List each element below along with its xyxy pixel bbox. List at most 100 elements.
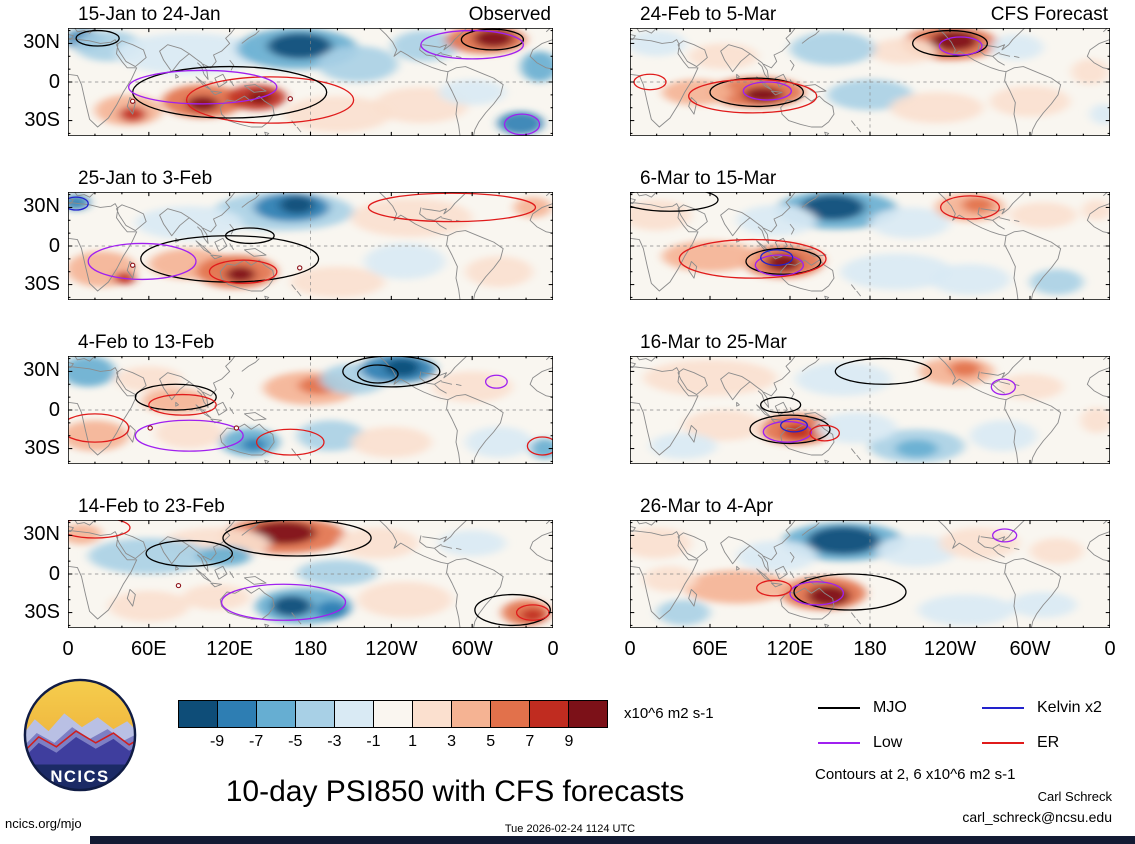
map-panel-7: 16-Mar to 25-Mar <box>630 330 1110 464</box>
panel-header: 25-Jan to 3-Feb <box>68 166 553 191</box>
colorbar-segment <box>530 701 569 727</box>
colorbar-tick-label: -9 <box>209 733 225 750</box>
x-tick-label: 60W <box>451 638 493 660</box>
colorbar-tick-label: -1 <box>366 733 381 750</box>
x-tick-label: 60W <box>1009 638 1051 660</box>
x-tick-label: 0 <box>1104 638 1116 660</box>
colorbar-tick-label: 1 <box>408 733 417 750</box>
y-tick-label: 30S <box>24 109 60 131</box>
colorbar-tick-label: 9 <box>564 733 574 750</box>
colorbar-tick-label: 7 <box>525 733 535 750</box>
panel-corner-label: CFS Forecast <box>990 4 1108 25</box>
author-email: carl_schreck@ncsu.edu <box>962 809 1112 825</box>
map-box <box>630 520 1110 628</box>
x-tick-label: 0 <box>547 638 559 660</box>
anomaly-map <box>68 356 553 464</box>
er-line-swatch <box>982 741 1024 745</box>
x-tick-label: 60E <box>131 638 167 660</box>
map-panel-3: 4-Feb to 13-Feb 30N 0 30S <box>23 330 553 464</box>
panel-header: 4-Feb to 13-Feb <box>68 330 553 355</box>
colorbar-tick-label: 3 <box>447 733 457 750</box>
legend-label-er: ER <box>1037 734 1060 751</box>
x-tick-label: 180 <box>293 638 328 660</box>
y-tick-label: 30N <box>23 195 60 217</box>
low-line-swatch <box>818 741 860 745</box>
mjo-line-swatch <box>818 706 860 710</box>
plot-title: 10-day PSI850 with CFS forecasts <box>225 775 685 808</box>
anomaly-map <box>68 520 553 628</box>
legend-item-kelvin: Kelvin x2 <box>982 699 1102 717</box>
y-tick-label: 30N <box>23 359 60 381</box>
map-box <box>630 356 1110 464</box>
y-tick-label: 30N <box>23 523 60 545</box>
x-tick-label: 60E <box>692 638 728 660</box>
map-box: 30N 0 30S <box>23 356 553 464</box>
kelvin-line-swatch <box>982 706 1024 710</box>
panel-header: 24-Feb to 5-Mar CFS Forecast <box>630 2 1110 27</box>
anomaly-map <box>630 28 1110 136</box>
colorbar-segment <box>179 701 218 727</box>
colorbar-tick-label: -7 <box>249 733 264 750</box>
x-tick-label: 0 <box>62 638 74 660</box>
x-tick-label: 120W <box>923 638 977 660</box>
timestamp: Tue 2026-02-24 1124 UTC <box>504 823 636 835</box>
colorbar-segment <box>569 701 607 727</box>
panel-date-range: 6-Mar to 15-Mar <box>640 168 777 189</box>
panel-date-range: 16-Mar to 25-Mar <box>640 332 787 353</box>
legend-item-mjo: MJO <box>818 699 907 717</box>
map-box: 30N 0 30S <box>23 192 553 300</box>
x-tick-label: 0 <box>624 638 636 660</box>
x-tick-label: 120E <box>766 638 814 660</box>
map-box: 30N 0 30S <box>23 520 553 628</box>
colorbar-segment <box>413 701 452 727</box>
map-box <box>630 28 1110 136</box>
y-tick-label: 0 <box>48 235 60 257</box>
site-text: ncics.org/mjo <box>5 816 82 831</box>
legend-label-low: Low <box>873 734 903 751</box>
panel-header: 14-Feb to 23-Feb <box>68 494 553 519</box>
map-panel-1: 15-Jan to 24-Jan Observed 30N 0 30S <box>23 2 553 136</box>
map-panel-8: 26-Mar to 4-Apr <box>630 494 1110 628</box>
panel-header: 15-Jan to 24-Jan Observed <box>68 2 553 27</box>
y-tick-label: 30S <box>24 273 60 295</box>
map-panel-2: 25-Jan to 3-Feb 30N 0 30S <box>23 166 553 300</box>
colorbar-units: x10^6 m2 s-1 <box>624 705 714 722</box>
anomaly-map <box>630 520 1110 628</box>
logo-rim <box>23 678 137 792</box>
map-box <box>630 192 1110 300</box>
panel-date-range: 4-Feb to 13-Feb <box>78 332 215 353</box>
y-tick-label: 30S <box>24 437 60 459</box>
y-tick-label: 0 <box>48 399 60 421</box>
colorbar-labels: -9 -7 -5 -3 -1 1 3 5 7 9 <box>178 733 608 753</box>
anomaly-map <box>630 356 1110 464</box>
colorbar-segment <box>335 701 374 727</box>
anomaly-map <box>630 192 1110 300</box>
panel-header: 26-Mar to 4-Apr <box>630 494 1110 519</box>
panel-header: 6-Mar to 15-Mar <box>630 166 1110 191</box>
colorbar-segment <box>296 701 335 727</box>
panel-corner-label: Observed <box>468 4 551 25</box>
y-tick-label: 0 <box>48 71 60 93</box>
colorbar-tick-label: -3 <box>327 733 342 750</box>
map-box: 30N 0 30S <box>23 28 553 136</box>
ncics-logo: NCICS <box>23 678 137 792</box>
legend-label-mjo: MJO <box>873 699 907 716</box>
author-credit: Carl Schreck <box>1037 789 1112 804</box>
legend-item-er: ER <box>982 734 1059 752</box>
x-tick-label: 120W <box>365 638 418 660</box>
colorbar-tick-label: 5 <box>486 733 496 750</box>
x-tick-label: 120E <box>206 638 254 660</box>
colorbar-segment <box>452 701 491 727</box>
colorbar-segment <box>374 701 413 727</box>
panel-date-range: 14-Feb to 23-Feb <box>78 496 225 517</box>
y-tick-label: 30S <box>24 601 60 623</box>
panel-date-range: 25-Jan to 3-Feb <box>78 168 213 189</box>
colorbar-segment <box>218 701 257 727</box>
y-tick-label: 30N <box>23 31 60 53</box>
legend-item-low: Low <box>818 734 902 752</box>
legend-label-kelvin: Kelvin x2 <box>1037 699 1102 716</box>
colorbar-segment <box>257 701 296 727</box>
panel-header: 16-Mar to 25-Mar <box>630 330 1110 355</box>
panel-date-range: 26-Mar to 4-Apr <box>640 496 774 517</box>
